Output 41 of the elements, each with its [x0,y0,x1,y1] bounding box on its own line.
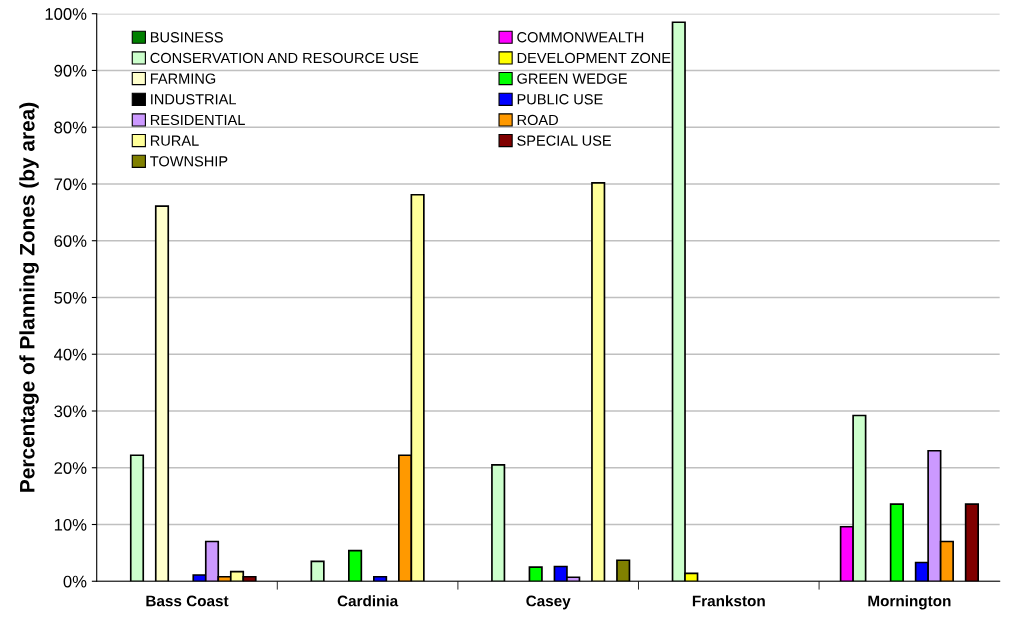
y-tick-label: 0% [63,575,87,588]
x-tick-label: Frankston [692,595,765,607]
y-tick-label: 60% [54,235,87,247]
y-tick-label: 90% [54,64,87,77]
y-axis-title: Percentage of Planning Zones (by area) [19,102,39,492]
x-tick-label: Cardinia [337,595,399,607]
legend-label: TOWNSHIP [150,156,228,167]
legend-label: INDUSTRIAL [151,94,236,105]
bar [154,205,170,582]
bar [491,464,506,582]
legend-label: ROAD [517,114,558,126]
legend-label: GREEN WEDGE [517,73,627,84]
x-tick-label: Mornington [868,595,951,610]
legend-label: FARMING [150,73,216,84]
legend-label: RESIDENTIAL [150,114,245,126]
bar [129,454,145,582]
y-tick-label: 20% [54,462,87,474]
legend-label: COMMONWEALTH [517,32,644,43]
bar [964,503,979,582]
y-tick-label: 10% [54,518,87,531]
y-tick-label: 30% [54,405,87,418]
y-tick-label: 100% [45,8,87,20]
x-tick-label: Bass Coast [146,595,229,607]
y-tick-label: 50% [54,291,87,304]
legend-label: SPECIAL USE [517,135,611,146]
bar [348,549,363,582]
legend-label: CONSERVATION AND RESOURCE USE [150,52,419,64]
legend-label: PUBLIC USE [517,94,603,105]
x-tick-label: Casey [526,595,571,610]
bar [616,559,631,582]
y-tick-label: 70% [54,178,87,191]
y-tick-label: 80% [54,121,87,134]
bar [310,560,325,582]
legend-label: RURAL [150,135,199,146]
bar [591,182,606,582]
bar [373,575,388,582]
y-tick-label: 40% [54,348,87,361]
legend-label: BUSINESS [150,32,223,43]
bar [889,503,904,582]
legend-label: DEVELOPMENT ZONE [517,52,671,64]
bar [528,566,543,582]
